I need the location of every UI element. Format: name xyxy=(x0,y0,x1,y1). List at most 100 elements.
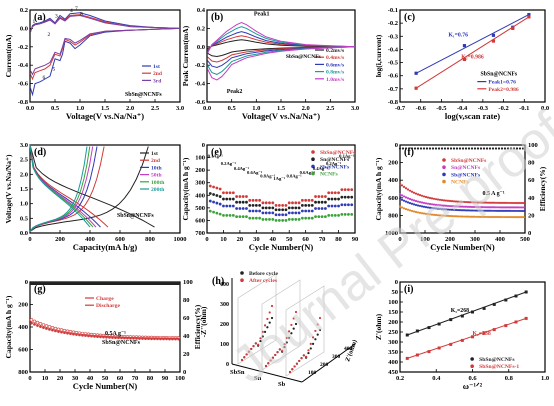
panel-g-point xyxy=(90,334,93,338)
panel-g-xtick-label: 0 xyxy=(28,375,31,382)
panel-f-point xyxy=(442,208,446,211)
panel-h-point xyxy=(267,362,270,365)
panel-h-point xyxy=(316,323,319,326)
panel-d-xtick-label: 400 xyxy=(85,236,95,243)
panel-f-point xyxy=(438,204,442,207)
panel-f-point xyxy=(424,212,428,215)
panel-f-point xyxy=(462,209,466,212)
panel-e-point xyxy=(264,206,268,210)
panel-f-point xyxy=(478,209,482,212)
panel-g-ytick-label: 400 xyxy=(18,324,28,331)
panel-f-point xyxy=(398,205,402,208)
panel-f-point xyxy=(414,210,418,214)
panel-g-point xyxy=(108,335,111,339)
panel-f-point xyxy=(442,199,446,202)
panel-h-point xyxy=(270,316,274,320)
panel-f-point xyxy=(434,203,438,206)
panel-c-point xyxy=(511,26,515,30)
panel-e-point xyxy=(314,195,317,198)
panel-f-point xyxy=(420,212,424,215)
panel-f-efficiency-point xyxy=(512,147,516,150)
panel-f-point xyxy=(478,215,482,218)
panel-c-point xyxy=(527,13,531,17)
panel-g-y2tick-label: 0 xyxy=(183,369,186,376)
panel-f-xtick-label: 100 xyxy=(420,236,430,243)
panel-g-point xyxy=(165,337,168,341)
panel-f-efficiency-point xyxy=(467,147,471,150)
panel-c-xlabel: log(v,scan rate) xyxy=(445,111,500,121)
panel-f-point xyxy=(500,201,504,204)
panel-e-point xyxy=(343,188,347,192)
panel-f-legend-text: SbSn@NCNFs xyxy=(451,158,487,164)
panel-e-ytick-label: 300 xyxy=(195,180,205,187)
panel-e-point xyxy=(310,198,314,202)
panel-f-point xyxy=(494,201,498,204)
panel-f-y2tick-label: 80 xyxy=(528,160,535,167)
panel-e-point xyxy=(238,195,242,198)
panel-g-point xyxy=(147,337,150,341)
panel-c-ytick-label: -0.8 xyxy=(388,99,399,106)
panel-i-point xyxy=(415,329,419,333)
panel-e-point xyxy=(212,193,215,196)
panel-f-point xyxy=(400,184,404,187)
panel-e-point xyxy=(251,209,255,213)
panel-c-xtick-label: -0.2 xyxy=(498,105,508,112)
panel-e-point xyxy=(304,198,308,202)
panel-d-legend-text: 50th xyxy=(151,173,162,179)
panel-e-point xyxy=(284,203,288,207)
panel-f-point xyxy=(478,206,482,209)
panel-e-xtick-label: 60 xyxy=(302,236,309,243)
panel-f-point xyxy=(476,205,480,209)
panel-d-charge-line xyxy=(29,146,88,232)
panel-h-point xyxy=(309,347,312,350)
panel-h-point xyxy=(298,359,301,363)
panel-e-point xyxy=(274,208,278,212)
panel-e-point xyxy=(208,209,212,213)
panel-e-point xyxy=(251,198,255,202)
panel-h-ztick-label: 200 xyxy=(320,362,329,368)
panel-f-point xyxy=(404,200,408,203)
panel-f-point xyxy=(472,209,476,212)
panel-g-annotation: SbSn@NCNFs xyxy=(102,340,141,346)
panel-f-point xyxy=(500,206,504,209)
panel-f-point xyxy=(478,201,482,204)
panel-i-ytick-label: 400 xyxy=(388,359,398,366)
panel-f-ytick-label: 0 xyxy=(395,142,398,149)
panel-f-efficiency-point xyxy=(443,147,447,150)
panel-e-point xyxy=(281,203,285,207)
panel-e-rate-label: 0.8Ag⁻¹ xyxy=(260,174,276,179)
panel-f-efficiency-point xyxy=(452,147,456,150)
panel-e-point xyxy=(284,213,288,217)
panel-e-point xyxy=(347,212,350,216)
panel-i-point xyxy=(405,356,409,360)
panel-h-point xyxy=(281,349,284,352)
panel-e-point xyxy=(208,199,212,203)
panel-e-point xyxy=(258,216,262,220)
panel-i-xlabel: ω⁻¹ᐟ² xyxy=(463,381,483,391)
panel-i-point xyxy=(492,328,496,332)
panel-e-point xyxy=(235,207,239,210)
panel-f-annotation: 0.5 A g⁻¹ xyxy=(483,191,505,197)
panel-g-point xyxy=(129,336,132,340)
panel-g-point xyxy=(63,331,66,335)
panel-f-y2label: Efficiency(%) xyxy=(538,166,547,211)
panel-f-point xyxy=(512,215,516,219)
panel-g-y2tick-label: 40 xyxy=(183,333,190,340)
panel-a-peak-label: 8 xyxy=(80,12,83,18)
panel-f-point xyxy=(522,206,526,209)
panel-f-efficiency-point xyxy=(434,147,438,150)
panel-h-point xyxy=(309,342,312,345)
panel-f-point xyxy=(436,203,440,207)
panel-h-point xyxy=(254,342,257,345)
panel-e-point xyxy=(268,201,271,205)
panel-f-efficiency-point xyxy=(464,147,468,150)
panel-f-point xyxy=(422,212,426,215)
panel-g-xtick-label: 50 xyxy=(102,375,109,382)
panel-c-ylabel: log(i,current) xyxy=(374,34,383,77)
panel-i-point xyxy=(514,320,518,324)
panel-f-point xyxy=(432,197,436,200)
panel-h-ztick-label: 400 xyxy=(344,346,353,352)
panel-i-ytick-label: 0 xyxy=(395,279,398,286)
panel-e-ytick-label: 400 xyxy=(195,192,205,199)
panel-f-point xyxy=(432,207,436,210)
